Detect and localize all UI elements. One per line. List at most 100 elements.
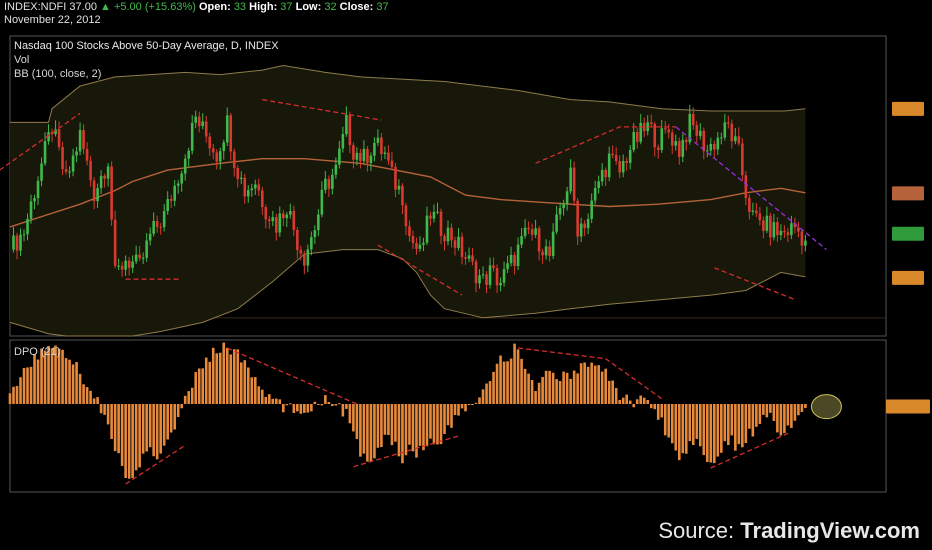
candle-body bbox=[131, 261, 134, 268]
bollinger-bands bbox=[9, 64, 806, 337]
dpo-bar bbox=[148, 404, 152, 448]
trend-line bbox=[710, 432, 789, 469]
candle-body bbox=[162, 211, 166, 228]
dpo-bar bbox=[590, 362, 593, 404]
candle-body bbox=[15, 235, 19, 251]
dpo-bar bbox=[232, 349, 236, 404]
dpo-bar bbox=[621, 397, 625, 404]
last-value-badge bbox=[892, 186, 924, 201]
dpo-bar bbox=[173, 404, 176, 430]
trend-line bbox=[262, 98, 382, 121]
candle-body bbox=[296, 229, 299, 250]
dpo-bar bbox=[709, 404, 713, 463]
candle-body bbox=[481, 274, 485, 276]
candle-body bbox=[180, 173, 183, 184]
candle-body bbox=[548, 246, 551, 256]
dpo-bar bbox=[614, 388, 618, 404]
trend-line bbox=[377, 244, 463, 296]
candle-body bbox=[632, 132, 636, 150]
candle-body bbox=[741, 143, 744, 176]
dpo-bar bbox=[187, 391, 191, 404]
dpo-bar bbox=[138, 404, 141, 468]
bb-lower-line bbox=[9, 249, 806, 337]
candle-body bbox=[698, 130, 702, 136]
open-label: Open: bbox=[198, 1, 231, 13]
dpo-bar bbox=[495, 363, 499, 404]
dpo-bar bbox=[790, 404, 793, 428]
dpo-bar bbox=[684, 404, 688, 454]
candle-body bbox=[569, 167, 572, 192]
dpo-bar bbox=[667, 404, 671, 438]
dpo-bar bbox=[201, 368, 205, 404]
last-value-badge bbox=[886, 399, 930, 414]
candle-body bbox=[586, 218, 590, 229]
study-vol: Vol bbox=[14, 54, 29, 66]
dpo-bar bbox=[362, 404, 366, 454]
candle-body bbox=[345, 114, 348, 135]
dpo-bar bbox=[190, 387, 194, 404]
candle-body bbox=[43, 141, 47, 164]
candle-body bbox=[190, 122, 194, 151]
dpo-bar bbox=[551, 372, 555, 404]
candle-body bbox=[271, 217, 275, 222]
highlight-circle bbox=[810, 394, 842, 420]
candle-body bbox=[369, 155, 373, 163]
candle-body bbox=[790, 223, 793, 236]
candle-body bbox=[418, 244, 422, 249]
dpo-bar bbox=[765, 404, 769, 418]
candle-body bbox=[485, 274, 488, 285]
candle-body bbox=[670, 132, 674, 146]
source-label: Source: bbox=[658, 518, 735, 543]
candle-body bbox=[289, 210, 292, 215]
dpo-bar bbox=[229, 354, 233, 404]
candle-body bbox=[422, 242, 425, 245]
axes bbox=[886, 101, 930, 414]
candle-body bbox=[127, 260, 131, 268]
candle-body bbox=[120, 265, 124, 270]
candle-body bbox=[138, 254, 141, 259]
dpo-bar bbox=[397, 404, 401, 457]
candle-body bbox=[506, 263, 509, 270]
dpo-bar bbox=[303, 404, 306, 413]
dpo-bar bbox=[222, 342, 226, 404]
dpo-bar bbox=[8, 393, 12, 404]
candle-body bbox=[628, 149, 632, 163]
candle-body bbox=[611, 153, 614, 156]
candle-body bbox=[348, 114, 352, 146]
candle-body bbox=[786, 232, 790, 236]
dpo-bar bbox=[54, 345, 57, 404]
candle-body bbox=[618, 160, 621, 173]
dpo-bar bbox=[516, 349, 520, 404]
candle-body bbox=[758, 213, 762, 221]
candle-body bbox=[471, 255, 474, 262]
dpo-bar bbox=[656, 404, 660, 420]
candle-body bbox=[709, 143, 713, 151]
dpo-bar bbox=[523, 368, 527, 404]
candle-body bbox=[169, 198, 173, 201]
candle-body bbox=[681, 139, 685, 157]
high-value: 37 bbox=[280, 1, 293, 13]
dpo-bar bbox=[653, 404, 657, 410]
dpo-bar bbox=[383, 404, 387, 435]
dpo-bar bbox=[565, 372, 569, 404]
dpo-bar bbox=[586, 366, 590, 404]
dpo-bar bbox=[278, 399, 282, 404]
candle-body bbox=[534, 228, 537, 235]
dpo-bar bbox=[762, 404, 765, 415]
candle-body bbox=[264, 207, 268, 220]
candle-body bbox=[565, 191, 569, 204]
dpo-bar bbox=[47, 345, 50, 404]
dpo-bar bbox=[124, 404, 127, 478]
dpo-bar bbox=[61, 349, 64, 404]
dpo-bar bbox=[716, 404, 720, 457]
candle-body bbox=[779, 230, 783, 236]
dpo-bar bbox=[702, 404, 706, 456]
dpo-bar bbox=[117, 404, 120, 454]
dpo-bar bbox=[720, 404, 723, 453]
dpo-bar bbox=[162, 404, 166, 446]
dpo-bar bbox=[366, 404, 369, 462]
candle-body bbox=[730, 123, 734, 142]
dpo-bar bbox=[772, 404, 776, 421]
symbol[interactable]: INDEX:NDFI bbox=[4, 1, 67, 13]
